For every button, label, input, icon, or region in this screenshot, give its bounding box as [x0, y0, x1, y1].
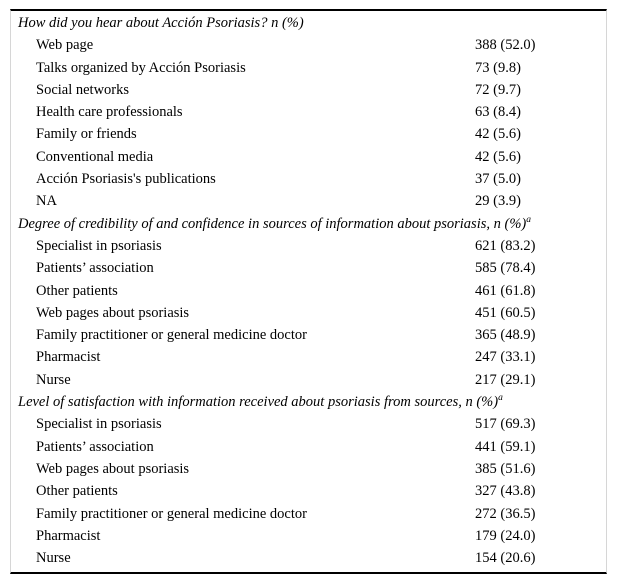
row-value: 585 (78.4) [475, 260, 536, 277]
row-value: 272 (36.5) [475, 505, 536, 522]
row-label: Conventional media [36, 148, 154, 165]
section-header: Degree of credibility of and confidence … [18, 215, 527, 232]
row-label: Specialist in psoriasis [36, 416, 162, 433]
row-value: 217 (29.1) [475, 371, 536, 388]
row-value: 461 (61.8) [475, 282, 536, 299]
row-value: 247 (33.1) [475, 349, 536, 366]
table-row: Other patients 327 (43.8) [11, 480, 606, 502]
table-row: Family or friends 42 (5.6) [11, 123, 606, 145]
table-row: Patients’ association 585 (78.4) [11, 257, 606, 279]
row-label: Pharmacist [36, 527, 101, 544]
paper-table: How did you hear about Acción Psoriasis?… [10, 9, 607, 575]
table-row: Health care professionals 63 (8.4) [11, 101, 606, 123]
table-section: Level of satisfaction with information r… [11, 391, 606, 569]
section-header: How did you hear about Acción Psoriasis?… [18, 15, 304, 31]
table-row: Specialist in psoriasis 517 (69.3) [11, 413, 606, 435]
row-label: Other patients [36, 282, 118, 299]
footnote-marker: a [498, 393, 503, 404]
row-label: Web page [36, 37, 94, 54]
row-label: Patients’ association [36, 438, 154, 455]
table-section: How did you hear about Acción Psoriasis?… [11, 12, 606, 213]
table-row: Pharmacist 247 (33.1) [11, 346, 606, 368]
row-label: Web pages about psoriasis [36, 460, 190, 477]
table-row: Web pages about psoriasis 451 (60.5) [11, 302, 606, 324]
section-header-row: How did you hear about Acción Psoriasis?… [11, 12, 606, 34]
row-value: 388 (52.0) [475, 37, 536, 54]
row-value: 385 (51.6) [475, 460, 536, 477]
row-label: Family practitioner or general medicine … [36, 505, 307, 522]
row-label: Health care professionals [36, 104, 183, 121]
row-label: Acción Psoriasis's publications [36, 171, 216, 188]
row-label: Nurse [36, 371, 71, 388]
row-value: 365 (48.9) [475, 327, 536, 344]
row-label: Family or friends [36, 126, 137, 143]
table-section: Degree of credibility of and confidence … [11, 213, 606, 391]
row-label: Web pages about psoriasis [36, 304, 190, 321]
row-label: Other patients [36, 483, 118, 500]
table-row: Family practitioner or general medicine … [11, 324, 606, 346]
table-row: Pharmacist 179 (24.0) [11, 525, 606, 547]
row-label: Specialist in psoriasis [36, 237, 162, 254]
table-row: Family practitioner or general medicine … [11, 503, 606, 525]
row-value: 73 (9.8) [475, 59, 521, 76]
row-value: 37 (5.0) [475, 171, 521, 188]
row-label: Nurse [36, 550, 71, 567]
row-label: Patients’ association [36, 260, 154, 277]
table-row: Talks organized by Acción Psoriasis 73 (9… [11, 57, 606, 79]
row-value: 517 (69.3) [475, 416, 536, 433]
row-value: 154 (20.6) [475, 550, 536, 567]
row-label: Family practitioner or general medicine … [36, 327, 307, 344]
table-row: NA 29 (3.9) [11, 190, 606, 212]
section-header-row: Degree of credibility of and confidence … [11, 213, 606, 235]
row-value: 42 (5.6) [475, 126, 521, 143]
row-label: Social networks [36, 81, 130, 98]
row-value: 327 (43.8) [475, 483, 536, 500]
table-row: Conventional media 42 (5.6) [11, 146, 606, 168]
table-row: Web pages about psoriasis 385 (51.6) [11, 458, 606, 480]
row-label: Pharmacist [36, 349, 101, 366]
table-row: Nurse 154 (20.6) [11, 547, 606, 569]
table-row: Acción Psoriasis's publications 37 (5.0) [11, 168, 606, 190]
footnote-marker: a [526, 214, 531, 225]
table-row: Specialist in psoriasis 621 (83.2) [11, 235, 606, 257]
section-header-row: Level of satisfaction with information r… [11, 391, 606, 413]
row-value: 621 (83.2) [475, 237, 536, 254]
table-row: Patients’ association 441 (59.1) [11, 436, 606, 458]
section-header: Level of satisfaction with information r… [18, 394, 499, 411]
row-label: Talks organized by Acción Psoriasis [36, 59, 246, 76]
table-row: Nurse 217 (29.1) [11, 369, 606, 391]
row-value: 179 (24.0) [475, 527, 536, 544]
row-value: 29 (3.9) [475, 193, 521, 210]
row-value: 451 (60.5) [475, 304, 536, 321]
row-value: 441 (59.1) [475, 438, 536, 455]
table-row: Social networks 72 (9.7) [11, 79, 606, 101]
table-row: Web page 388 (52.0) [11, 34, 606, 56]
row-value: 72 (9.7) [475, 81, 521, 98]
row-value: 63 (8.4) [475, 104, 521, 121]
row-value: 42 (5.6) [475, 148, 521, 165]
table-row: Other patients 461 (61.8) [11, 280, 606, 302]
row-label: NA [36, 193, 57, 210]
